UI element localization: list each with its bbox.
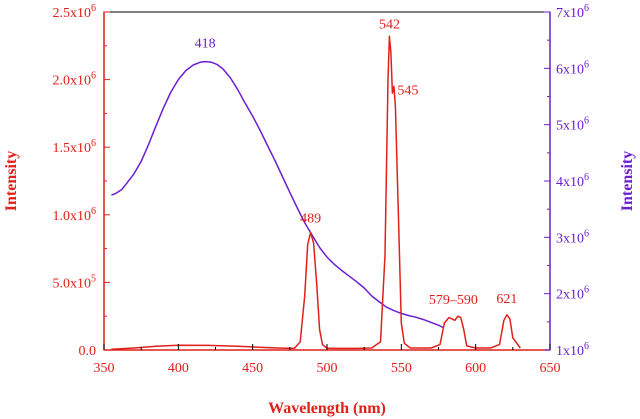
peak-label: 418	[195, 37, 216, 52]
right-y-tick-mantissa: 2x10	[556, 288, 584, 303]
right-y-tick-label: 6x106	[556, 59, 589, 77]
right-y-tick-label: 3x106	[556, 228, 589, 246]
left-y-tick-exponent: 6	[91, 71, 96, 82]
plot-frame	[103, 11, 551, 351]
x-tick-label: 550	[391, 361, 412, 376]
left-y-tick-mantissa: 2.0x10	[53, 74, 92, 89]
left-y-tick-exponent: 5	[91, 273, 96, 284]
ticks: 350 400 450 500 550 600 6500.05.0x1051.0x1061.…	[53, 3, 590, 376]
left-y-tick-mantissa: 2.5x10	[53, 6, 92, 21]
left-y-tick-exponent: 6	[91, 206, 96, 217]
x-tick-label: 500	[317, 361, 338, 376]
right-y-tick-exponent: 6	[584, 228, 589, 239]
right-y-tick-exponent: 6	[584, 341, 589, 352]
left-y-tick-label: 0.0	[79, 344, 97, 359]
left-y-tick-label: 1.5x106	[53, 138, 97, 156]
left-y-tick-mantissa: 0.0	[79, 344, 97, 359]
emission-spectrum-line	[111, 35, 521, 351]
peak-label: 579–590	[429, 293, 478, 308]
right-y-tick-exponent: 6	[584, 3, 589, 14]
left-y-tick-label: 2.0x106	[53, 71, 97, 89]
right-y-tick-label: 4x106	[556, 172, 589, 190]
right-y-tick-mantissa: 4x10	[556, 175, 584, 190]
right-y-tick-label: 7x106	[556, 3, 589, 21]
left-y-tick-label: 2.5x106	[53, 3, 97, 21]
left-y-tick-exponent: 6	[91, 138, 96, 149]
right-y-tick-label: 1x106	[556, 341, 589, 359]
x-axis-label: Wavelength (nm)	[268, 400, 386, 417]
excitation-spectrum-line	[111, 60, 444, 329]
x-tick-label: 600	[465, 361, 486, 376]
left-y-tick-mantissa: 1.0x10	[53, 209, 92, 224]
right-y-tick-exponent: 6	[584, 285, 589, 296]
left-y-tick-exponent: 6	[91, 3, 96, 14]
peak-label: 545	[397, 83, 418, 98]
x-tick-label: 350	[94, 361, 115, 376]
right-y-tick-mantissa: 7x10	[556, 6, 584, 21]
right-y-tick-label: 5x106	[556, 116, 589, 134]
peak-label: 542	[379, 17, 400, 32]
plot-area	[111, 35, 521, 351]
left-y-tick-label: 1.0x106	[53, 206, 97, 224]
x-tick-label: 400	[168, 361, 189, 376]
right-y-tick-mantissa: 3x10	[556, 231, 584, 246]
x-tick-label: 650	[540, 361, 561, 376]
right-y-tick-mantissa: 1x10	[556, 344, 584, 359]
peak-label: 621	[496, 292, 517, 307]
axis-labels: Wavelength (nm) Intensity Intensity	[3, 151, 636, 417]
axes	[103, 11, 551, 351]
right-y-tick-exponent: 6	[584, 172, 589, 183]
left-y-axis-label: Intensity	[3, 151, 20, 211]
x-tick-label: 450	[242, 361, 263, 376]
right-y-tick-mantissa: 6x10	[556, 62, 584, 77]
right-y-tick-label: 2x106	[556, 285, 589, 303]
right-y-axis-label: Intensity	[619, 151, 636, 211]
right-y-tick-exponent: 6	[584, 116, 589, 127]
peak-label: 489	[300, 211, 321, 226]
left-y-tick-label: 5.0x105	[53, 273, 97, 291]
peak-annotations: 418 489 542 545 579–590 621	[195, 17, 518, 308]
right-y-tick-exponent: 6	[584, 59, 589, 70]
left-y-tick-mantissa: 1.5x10	[53, 141, 92, 156]
right-y-tick-mantissa: 5x10	[556, 119, 584, 134]
left-y-tick-mantissa: 5.0x10	[53, 276, 92, 291]
